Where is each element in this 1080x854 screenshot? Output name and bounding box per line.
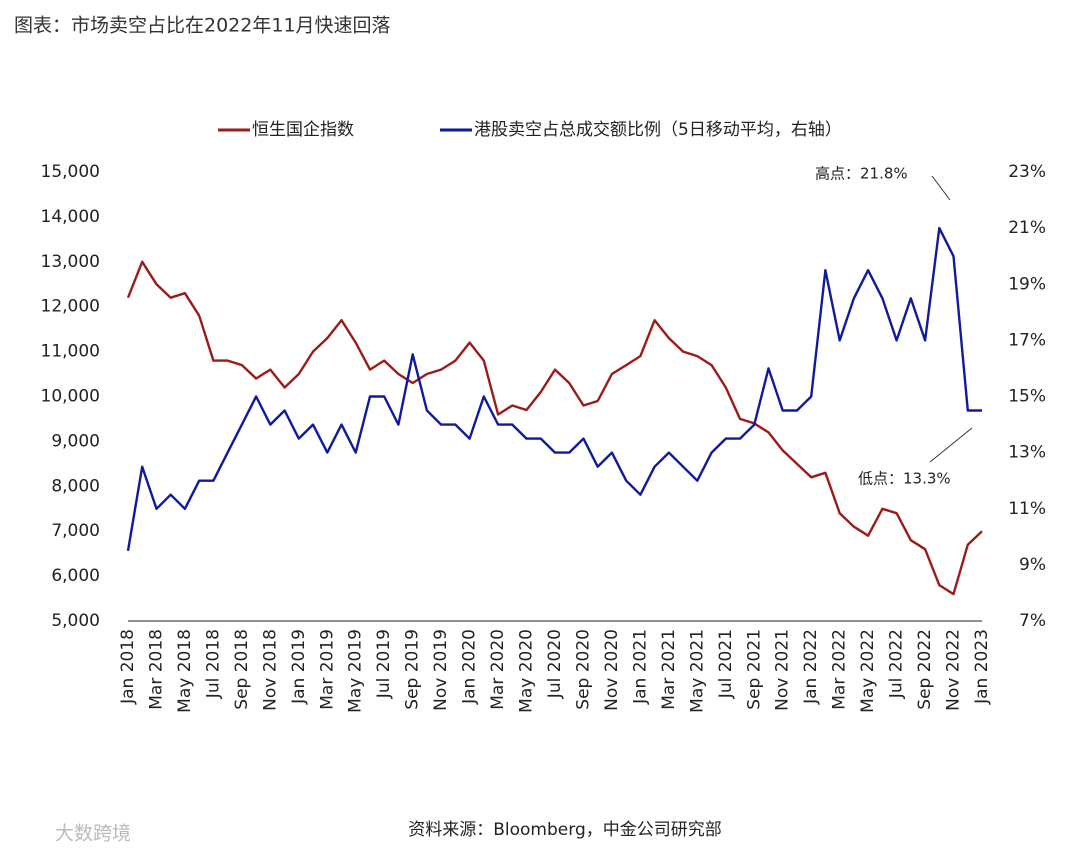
y2-tick-label: 9% bbox=[1019, 555, 1046, 575]
x-tick-label: May 2022 bbox=[858, 629, 878, 713]
y-tick-label: 5,000 bbox=[51, 611, 100, 631]
x-tick-label: Jul 2019 bbox=[374, 629, 394, 699]
x-tick-label: May 2021 bbox=[687, 629, 707, 713]
x-tick-label: Mar 2022 bbox=[830, 629, 850, 710]
x-tick-label: Jul 2020 bbox=[545, 629, 565, 699]
x-tick-label: Jan 2019 bbox=[289, 629, 309, 705]
x-tick-label: Mar 2018 bbox=[146, 629, 166, 710]
x-tick-label: May 2020 bbox=[517, 629, 537, 713]
y-tick-label: 7,000 bbox=[51, 521, 100, 541]
x-tick-label: May 2019 bbox=[346, 629, 366, 713]
y-tick-label: 13,000 bbox=[41, 252, 100, 272]
x-tick-label: Sep 2020 bbox=[573, 629, 593, 710]
y-tick-label: 14,000 bbox=[41, 207, 100, 227]
x-tick-label: May 2018 bbox=[175, 629, 195, 713]
legend-label: 恒生国企指数 bbox=[252, 120, 354, 140]
y2-tick-label: 11% bbox=[1008, 499, 1046, 519]
y-tick-label: 9,000 bbox=[51, 431, 100, 451]
y-tick-label: 11,000 bbox=[41, 342, 100, 362]
y-tick-label: 8,000 bbox=[51, 476, 100, 496]
y-tick-label: 6,000 bbox=[51, 566, 100, 586]
y2-tick-label: 21% bbox=[1008, 218, 1046, 238]
y2-tick-label: 7% bbox=[1019, 611, 1046, 631]
x-tick-label: Jul 2021 bbox=[716, 629, 736, 699]
annotation-arrow bbox=[931, 175, 951, 201]
source-note: 资料来源：Bloomberg，中金公司研究部 bbox=[408, 820, 721, 840]
x-tick-label: Jan 2020 bbox=[460, 629, 480, 705]
high-annotation: 高点：21.8% bbox=[815, 165, 908, 183]
y2-tick-label: 23% bbox=[1008, 162, 1046, 182]
x-tick-label: Mar 2019 bbox=[317, 629, 337, 710]
x-tick-label: Sep 2022 bbox=[915, 629, 935, 710]
series-line bbox=[126, 226, 982, 551]
x-tick-label: Nov 2019 bbox=[431, 629, 451, 711]
x-tick-label: Jan 2018 bbox=[118, 629, 138, 705]
annotation-arrow bbox=[929, 427, 973, 463]
x-tick-label: Jul 2022 bbox=[887, 629, 907, 699]
x-tick-label: Nov 2018 bbox=[260, 629, 280, 711]
chart-title: 图表：市场卖空占比在2022年11月快速回落 bbox=[14, 15, 391, 37]
x-tick-label: Sep 2019 bbox=[403, 629, 423, 710]
legend-label: 港股卖空占总成交额比例（5日移动平均，右轴） bbox=[474, 120, 842, 140]
x-tick-label: Nov 2022 bbox=[944, 629, 964, 711]
x-tick-label: Jul 2018 bbox=[203, 629, 223, 699]
y-tick-label: 10,000 bbox=[41, 387, 100, 407]
x-tick-label: Nov 2021 bbox=[773, 629, 793, 711]
x-tick-label: Jan 2022 bbox=[801, 629, 821, 705]
y2-tick-label: 15% bbox=[1008, 387, 1046, 407]
x-tick-label: Sep 2021 bbox=[744, 629, 764, 710]
x-tick-label: Jan 2021 bbox=[630, 629, 650, 705]
y2-tick-label: 13% bbox=[1008, 443, 1046, 463]
x-tick-label: Mar 2020 bbox=[488, 629, 508, 710]
x-tick-label: Jan 2023 bbox=[972, 629, 992, 705]
series-line bbox=[126, 260, 983, 596]
y-tick-label: 15,000 bbox=[41, 162, 100, 182]
y-tick-label: 12,000 bbox=[41, 297, 100, 317]
x-tick-label: Sep 2018 bbox=[232, 629, 252, 710]
y2-tick-label: 19% bbox=[1008, 274, 1046, 294]
y2-tick-label: 17% bbox=[1008, 330, 1046, 350]
x-tick-label: Mar 2021 bbox=[659, 629, 679, 710]
x-tick-label: Nov 2020 bbox=[602, 629, 622, 711]
watermark: 大数跨境 bbox=[55, 823, 131, 845]
low-annotation: 低点：13.3% bbox=[858, 470, 951, 488]
